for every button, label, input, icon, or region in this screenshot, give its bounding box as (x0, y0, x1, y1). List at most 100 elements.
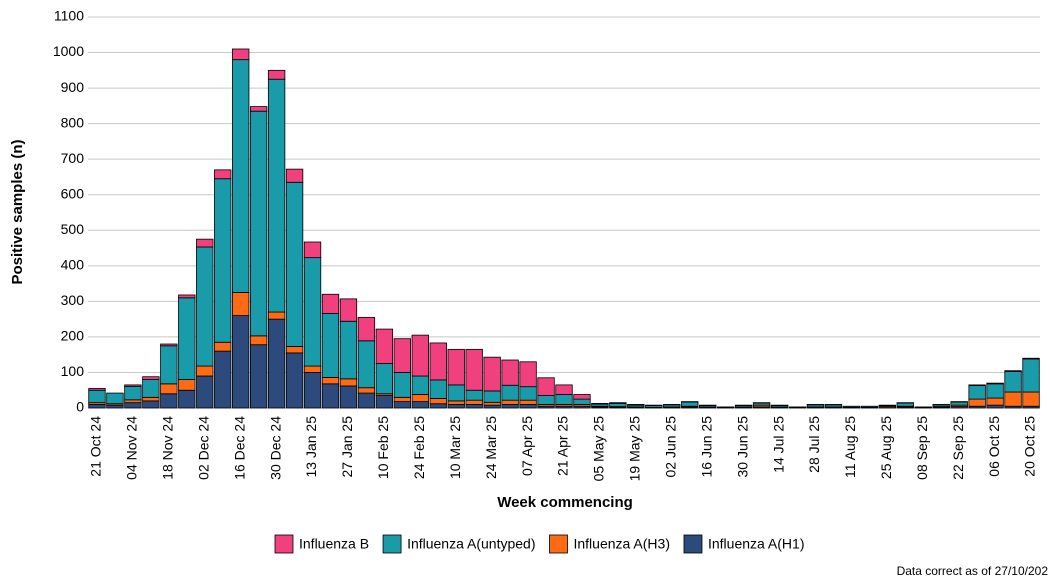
x-tick-label: 16 Jun 25 (698, 416, 714, 478)
bar-segment (249, 110, 268, 337)
bar-segment (465, 389, 483, 401)
bar-segment (321, 377, 340, 385)
bar-segment (555, 394, 573, 405)
bar-segment (716, 406, 735, 409)
bar-segment (411, 334, 429, 377)
x-tick-label: 02 Dec 24 (195, 416, 211, 480)
bar-segment (88, 388, 106, 391)
y-tick-label: 200 (61, 328, 85, 344)
x-tick-label: 20 Oct 25 (1022, 416, 1038, 477)
bar-segment (142, 376, 160, 380)
bar-segment (447, 404, 465, 409)
bar-segment (321, 383, 340, 409)
bar-segment (106, 404, 124, 409)
bar-segment (429, 379, 447, 399)
bar-segment (501, 399, 519, 405)
bar-segment (483, 356, 501, 392)
bar-segment (501, 359, 519, 386)
bar-segment (1022, 391, 1040, 407)
bar-segment (411, 394, 429, 403)
x-tick-label: 25 Aug 25 (878, 416, 894, 479)
x-tick-label: 19 May 25 (627, 416, 643, 482)
bar-segment (411, 375, 429, 395)
bar-segment (124, 402, 142, 409)
y-tick-label: 1000 (53, 43, 84, 59)
bar-segment (267, 78, 286, 313)
bar-segment (249, 344, 268, 409)
bar-segment (124, 385, 142, 401)
bar-segment (447, 348, 465, 386)
legend-swatch (549, 534, 568, 554)
bar-segment (555, 384, 573, 395)
bar-segment (483, 404, 501, 409)
legend-swatch (683, 534, 703, 554)
bar-segment (375, 328, 394, 364)
y-tick-label: 1100 (54, 8, 84, 24)
bar-segment (160, 345, 178, 385)
y-tick-label: 0 (76, 399, 84, 415)
bar-segment (968, 384, 986, 387)
x-tick-label: 16 Dec 24 (231, 416, 247, 480)
bar-segment (249, 335, 268, 346)
bar-segment (537, 377, 555, 396)
bar-segment (285, 352, 304, 409)
x-axis-title: Week commencing (497, 494, 633, 511)
bar-segment (375, 363, 394, 395)
bar-segment (393, 396, 412, 403)
bar-segment (429, 342, 447, 381)
bar-segment (968, 385, 986, 400)
bar-segment (88, 389, 106, 404)
bar-segment (519, 386, 537, 401)
bar-segment (501, 404, 519, 409)
bar-segment (160, 393, 178, 409)
x-tick-label: 06 Oct 25 (986, 416, 1002, 477)
bar-segment (393, 401, 412, 409)
bar-segment (232, 292, 250, 316)
bar-segment (214, 169, 232, 180)
x-tick-label: 11 Aug 25 (842, 416, 858, 478)
bar-segment (1022, 358, 1040, 393)
bar-segment (357, 387, 376, 394)
bar-segment (627, 404, 645, 406)
x-tick-label: 28 Jul 25 (806, 416, 822, 473)
bar-segment (537, 395, 555, 405)
y-tick-label: 800 (61, 114, 85, 130)
bar-segment (447, 384, 465, 402)
legend-swatch (274, 534, 294, 554)
bar-segment (339, 320, 358, 380)
bar-segment (788, 406, 807, 409)
bar-segment (411, 401, 429, 409)
x-tick-label: 24 Feb 25 (411, 416, 427, 479)
y-axis-title: Positive samples (n) (9, 139, 26, 284)
bar-segment (321, 293, 340, 314)
bar-segment (142, 400, 160, 409)
bar-segment (303, 257, 322, 367)
x-tick-label: 10 Feb 25 (375, 416, 391, 479)
x-tick-label: 02 Jun 25 (662, 416, 678, 478)
bar-segment (573, 394, 591, 400)
x-tick-label: 13 Jan 25 (303, 416, 319, 478)
bar-segment (124, 399, 142, 404)
bar-segment (465, 399, 483, 405)
legend-label: Influenza A(untyped) (407, 536, 535, 552)
bar-segment (393, 372, 412, 398)
bar-segment (393, 338, 412, 373)
x-tick-label: 21 Apr 25 (555, 416, 571, 476)
x-tick-label: 27 Jan 25 (339, 416, 355, 478)
bar-segment (465, 348, 483, 391)
bar-segment (196, 246, 214, 367)
x-tick-label: 22 Sep 25 (950, 416, 966, 480)
bar-segment (178, 294, 196, 299)
bar-segment (447, 400, 465, 405)
bar-segment (232, 48, 250, 61)
bar-segment (285, 346, 304, 354)
legend-label: Influenza A(H1) (708, 536, 805, 552)
y-tick-label: 400 (61, 257, 85, 273)
bar-segment (232, 59, 250, 293)
bar-segment (483, 390, 501, 403)
bar-segment (267, 69, 286, 80)
bar-segment (160, 383, 178, 395)
bar-segment (519, 361, 537, 388)
bar-segment (986, 383, 1004, 399)
